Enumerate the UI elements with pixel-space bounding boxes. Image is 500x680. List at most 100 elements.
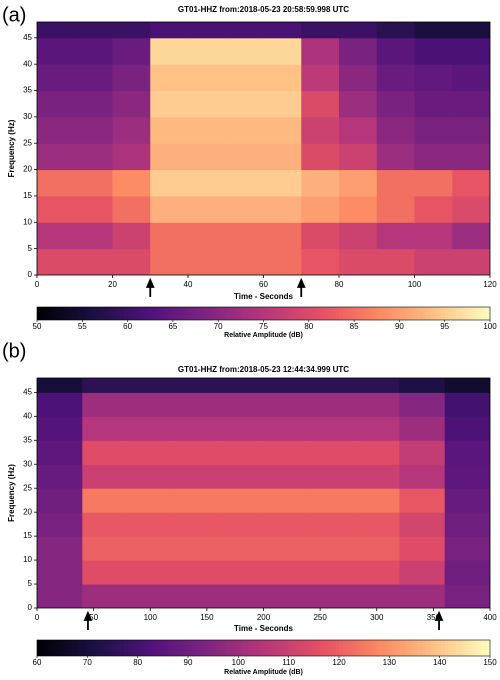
cell: [225, 143, 264, 171]
x-tick-label: 80: [335, 280, 344, 289]
cell: [37, 22, 76, 39]
colorbar-swatch: [471, 640, 476, 656]
cell: [308, 464, 355, 489]
x-tick-label: 350: [427, 613, 441, 622]
colorbar-swatch: [86, 640, 91, 656]
cell: [308, 378, 355, 393]
cell: [376, 248, 415, 275]
cell: [452, 22, 490, 39]
cell: [225, 169, 264, 197]
cell: [37, 440, 83, 465]
cell: [37, 116, 76, 144]
cell: [37, 37, 76, 65]
cell: [339, 22, 378, 39]
colorbar-swatch: [444, 640, 449, 656]
colorbar-tick-label: 100: [232, 658, 246, 667]
colorbar-swatch: [433, 640, 438, 656]
colorbar-swatch: [467, 307, 472, 320]
cell: [376, 37, 415, 65]
cell: [376, 169, 415, 197]
colorbar-swatch: [52, 640, 57, 656]
cell: [74, 143, 113, 171]
cell: [74, 37, 113, 65]
cell: [82, 512, 129, 537]
cell: [399, 488, 446, 513]
cell: [414, 37, 453, 65]
cell: [172, 416, 219, 441]
colorbar-swatch: [406, 307, 412, 320]
cell: [188, 248, 227, 275]
y-tick-label: 5: [28, 244, 33, 253]
cell: [150, 37, 189, 65]
cell: [308, 560, 355, 585]
y-axis-label: Frequency (Hz): [7, 119, 16, 177]
colorbar-swatch: [104, 640, 110, 656]
colorbar-swatch: [161, 640, 166, 656]
event-arrow: [83, 610, 93, 630]
cell: [172, 536, 219, 561]
cell: [452, 195, 490, 223]
cell: [150, 116, 189, 144]
cell: [339, 116, 378, 144]
colorbar-swatch: [486, 307, 491, 320]
colorbar-swatch: [440, 640, 446, 656]
colorbar-swatch: [40, 307, 45, 320]
colorbar-swatch: [388, 640, 393, 656]
colorbar-swatch: [146, 640, 151, 656]
colorbar-swatch: [312, 640, 317, 656]
colorbar-swatch: [165, 307, 170, 320]
colorbar-swatch: [184, 307, 189, 320]
colorbar-swatch: [199, 640, 204, 656]
event-arrow: [434, 610, 444, 630]
cell: [82, 560, 129, 585]
cell: [263, 488, 310, 513]
cell: [376, 222, 415, 250]
colorbar-swatch: [335, 640, 340, 656]
cell: [263, 512, 310, 537]
cell: [263, 37, 302, 65]
cell: [301, 116, 340, 144]
colorbar-swatch: [342, 640, 347, 656]
colorbar-swatch: [237, 307, 242, 320]
cell: [37, 222, 76, 250]
cell: [414, 222, 453, 250]
colorbar-swatch: [108, 307, 113, 320]
colorbar-swatch: [406, 640, 412, 656]
cell: [127, 536, 174, 561]
x-tick-label: 200: [257, 613, 271, 622]
cell: [37, 378, 83, 393]
chart-title: GT01-HHZ from:2018-05-23 12:44:34.999 UT…: [178, 365, 349, 374]
colorbar-swatch: [240, 640, 246, 656]
colorbar-swatch: [372, 640, 378, 656]
cell: [112, 222, 151, 250]
cell: [308, 488, 355, 513]
colorbar-swatch: [274, 307, 279, 320]
cell: [452, 222, 490, 250]
colorbar-swatch: [40, 640, 45, 656]
colorbar-swatch: [240, 307, 246, 320]
colorbar-swatch: [471, 307, 476, 320]
cell: [37, 464, 83, 489]
colorbar-swatch: [399, 640, 404, 656]
cell: [150, 22, 189, 39]
colorbar-swatch: [452, 640, 457, 656]
cell: [339, 37, 378, 65]
cell: [263, 560, 310, 585]
cell: [414, 116, 453, 144]
cell: [150, 222, 189, 250]
cell: [172, 560, 219, 585]
cell: [414, 22, 453, 39]
colorbar-swatch: [422, 307, 427, 320]
y-tick-label: 0: [28, 603, 33, 612]
cell: [301, 195, 340, 223]
colorbar-swatch: [127, 640, 132, 656]
colorbar-swatch: [391, 640, 397, 656]
cell: [172, 392, 219, 417]
colorbar-swatch: [225, 307, 230, 320]
colorbar-swatch: [395, 640, 400, 656]
cell: [444, 512, 490, 537]
cell: [263, 143, 302, 171]
cell: [339, 222, 378, 250]
x-tick-label: 150: [200, 613, 214, 622]
cell: [74, 116, 113, 144]
